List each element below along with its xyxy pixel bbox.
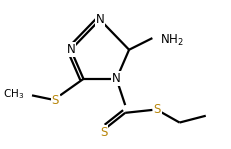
Text: CH$_3$: CH$_3$ (3, 87, 24, 101)
Text: S: S (154, 103, 161, 116)
Text: S: S (100, 126, 107, 139)
Text: NH$_2$: NH$_2$ (160, 32, 184, 48)
Text: N: N (96, 13, 104, 26)
Text: S: S (52, 94, 59, 107)
Text: N: N (67, 43, 75, 56)
Text: N: N (112, 72, 121, 85)
